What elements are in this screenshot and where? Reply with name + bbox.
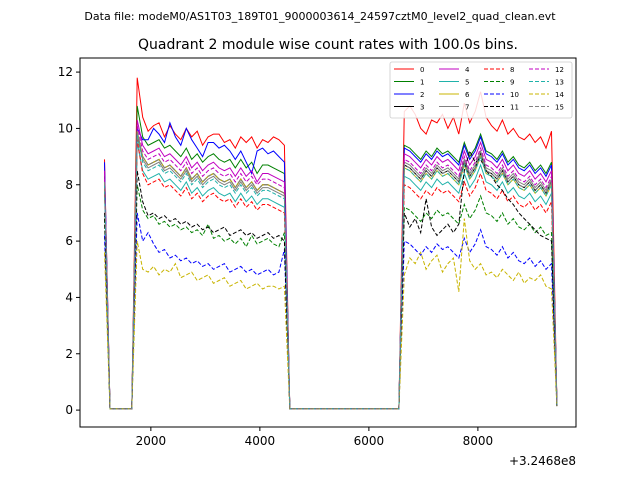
y-tick-label: 6 bbox=[65, 234, 73, 248]
chart-title: Quadrant 2 module wise count rates with … bbox=[138, 37, 518, 53]
x-tick-label: 4000 bbox=[245, 434, 276, 448]
legend-label-3: 3 bbox=[420, 104, 424, 112]
legend-box bbox=[389, 61, 573, 119]
series-layer bbox=[104, 77, 558, 410]
y-tick-label: 2 bbox=[65, 347, 73, 361]
x-tick-label: 6000 bbox=[354, 434, 385, 448]
series-line-14 bbox=[104, 218, 558, 410]
legend-label-2: 2 bbox=[420, 91, 424, 99]
series-line-15 bbox=[104, 131, 558, 410]
legend-label-7: 7 bbox=[465, 104, 469, 112]
series-line-11 bbox=[104, 149, 558, 410]
y-axis: 0 2 4 6 8 10 12 bbox=[58, 65, 80, 417]
legend-label-14: 14 bbox=[555, 91, 564, 99]
y-tick-label: 4 bbox=[65, 290, 73, 304]
legend-label-10: 10 bbox=[510, 91, 519, 99]
legend-label-5: 5 bbox=[465, 79, 469, 87]
x-tick-label: 2000 bbox=[136, 434, 167, 448]
series-line-9 bbox=[104, 184, 558, 410]
figure-suptitle: Data file: modeM0/AS1T03_189T01_90000036… bbox=[84, 10, 556, 23]
legend-label-8: 8 bbox=[510, 66, 514, 74]
series-line-2 bbox=[104, 121, 558, 410]
x-axis: 2000 4000 6000 8000 bbox=[136, 427, 494, 448]
series-line-5 bbox=[104, 142, 558, 410]
legend-label-15: 15 bbox=[555, 104, 564, 112]
legend-label-11: 11 bbox=[510, 104, 519, 112]
x-offset-label: +3.2468e8 bbox=[509, 454, 576, 468]
y-tick-label: 8 bbox=[65, 178, 73, 192]
y-tick-label: 0 bbox=[65, 403, 73, 417]
series-line-7 bbox=[104, 136, 558, 410]
legend-label-6: 6 bbox=[465, 91, 470, 99]
legend-label-1: 1 bbox=[420, 79, 424, 87]
legend-label-12: 12 bbox=[555, 66, 564, 74]
series-line-10 bbox=[104, 212, 558, 410]
series-line-13 bbox=[104, 134, 558, 410]
legend-label-0: 0 bbox=[420, 66, 424, 74]
legend-label-4: 4 bbox=[465, 66, 470, 74]
legend-label-13: 13 bbox=[555, 79, 564, 87]
series-line-4 bbox=[104, 119, 558, 410]
plot-frame bbox=[79, 57, 577, 428]
series-line-8 bbox=[104, 139, 558, 410]
series-line-0 bbox=[104, 77, 558, 410]
x-tick-label: 8000 bbox=[463, 434, 494, 448]
y-tick-label: 10 bbox=[58, 121, 73, 135]
legend-label-9: 9 bbox=[510, 79, 514, 87]
series-line-12 bbox=[104, 125, 558, 410]
y-tick-label: 12 bbox=[58, 65, 73, 79]
